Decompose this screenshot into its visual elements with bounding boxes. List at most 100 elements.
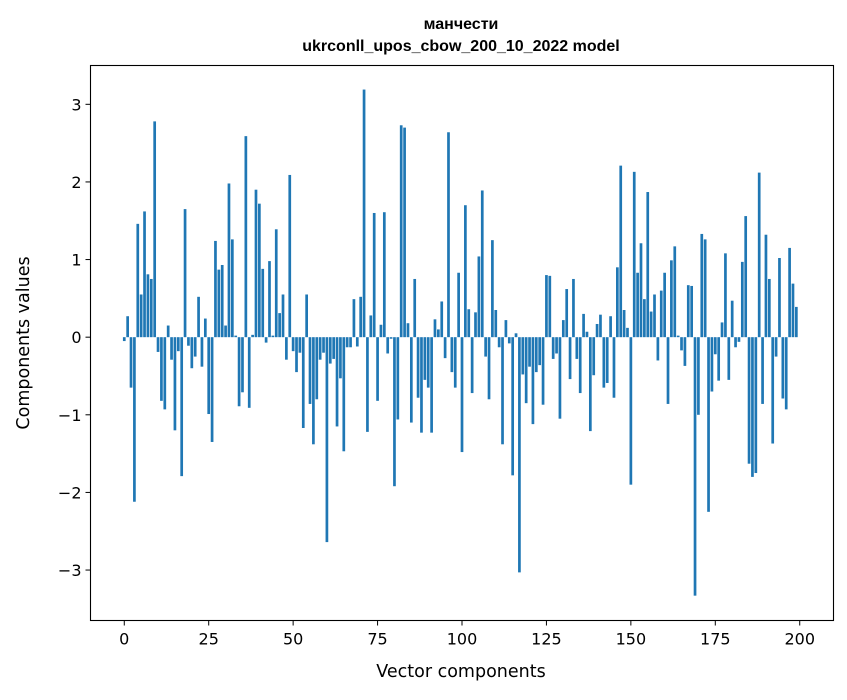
bar bbox=[355, 337, 359, 347]
bar bbox=[224, 325, 227, 338]
x-tick-label: 200 bbox=[784, 630, 815, 649]
bar bbox=[406, 323, 410, 338]
bar bbox=[453, 337, 457, 388]
bar bbox=[457, 272, 460, 338]
bar bbox=[416, 337, 420, 398]
bar bbox=[426, 337, 430, 388]
bar bbox=[193, 337, 197, 357]
bar bbox=[369, 315, 373, 338]
bar bbox=[200, 337, 204, 367]
bar bbox=[561, 320, 565, 338]
bar bbox=[686, 285, 690, 338]
bar bbox=[163, 337, 167, 410]
bar bbox=[156, 337, 160, 352]
bar bbox=[176, 337, 180, 352]
x-tick-label: 50 bbox=[283, 630, 303, 649]
bar bbox=[619, 165, 623, 338]
bar bbox=[734, 337, 737, 348]
x-tick-label: 150 bbox=[616, 630, 647, 649]
bar bbox=[389, 337, 393, 339]
bar bbox=[420, 337, 423, 433]
bar bbox=[207, 337, 211, 415]
bar bbox=[440, 301, 444, 338]
bar bbox=[751, 337, 754, 477]
bar bbox=[551, 337, 555, 359]
bar bbox=[727, 337, 731, 380]
bar bbox=[511, 337, 515, 476]
bar bbox=[335, 337, 339, 427]
bar bbox=[616, 267, 619, 338]
bar bbox=[379, 324, 383, 338]
y-axis-ticks: −3 −2 −1 0 1 2 3 bbox=[58, 95, 91, 580]
plot-frame bbox=[89, 64, 835, 622]
bar bbox=[325, 337, 329, 543]
bar bbox=[328, 337, 332, 364]
bar bbox=[342, 337, 346, 452]
bar bbox=[298, 337, 302, 353]
y-tick-label: 1 bbox=[71, 251, 81, 270]
bar bbox=[713, 337, 717, 355]
x-tick-label: 100 bbox=[447, 630, 478, 649]
y-axis-label: Components values bbox=[14, 256, 34, 429]
bar bbox=[663, 272, 666, 338]
bar bbox=[264, 337, 268, 343]
bar bbox=[761, 337, 764, 404]
bar bbox=[757, 172, 761, 338]
bar bbox=[443, 337, 447, 359]
bar bbox=[730, 300, 734, 338]
bar bbox=[430, 337, 433, 433]
bar bbox=[794, 306, 798, 338]
bar bbox=[305, 294, 308, 338]
bar bbox=[599, 314, 602, 338]
bar bbox=[653, 294, 656, 338]
x-tick-label: 175 bbox=[700, 630, 731, 649]
bar bbox=[690, 285, 694, 338]
bar bbox=[528, 337, 531, 367]
bar bbox=[376, 337, 379, 401]
bar bbox=[697, 337, 700, 415]
bar bbox=[474, 312, 477, 338]
bar bbox=[693, 337, 697, 596]
bar bbox=[268, 261, 271, 338]
bar bbox=[656, 337, 660, 361]
bar bbox=[278, 313, 281, 338]
bar bbox=[247, 337, 251, 408]
bar bbox=[244, 136, 248, 338]
bar bbox=[676, 335, 680, 338]
bar bbox=[170, 337, 173, 360]
bar bbox=[497, 337, 501, 348]
bar bbox=[288, 174, 292, 338]
bar bbox=[639, 243, 643, 338]
bar bbox=[514, 333, 518, 338]
bar bbox=[707, 337, 710, 512]
bar bbox=[646, 192, 650, 338]
bar bbox=[210, 337, 214, 442]
bar bbox=[680, 337, 683, 351]
bar bbox=[291, 337, 295, 352]
bar bbox=[433, 319, 437, 338]
bar bbox=[315, 337, 319, 400]
bar bbox=[133, 337, 136, 502]
bar bbox=[724, 253, 727, 338]
bar bbox=[352, 299, 356, 338]
bar bbox=[136, 223, 140, 338]
bar bbox=[447, 132, 450, 338]
bar bbox=[568, 337, 572, 380]
bar bbox=[227, 183, 231, 338]
bar bbox=[541, 337, 545, 405]
bar bbox=[122, 337, 126, 342]
bar bbox=[666, 337, 670, 404]
bar bbox=[582, 313, 585, 338]
bar bbox=[501, 337, 504, 445]
bar bbox=[386, 337, 390, 354]
bar bbox=[460, 337, 464, 453]
bar bbox=[139, 294, 143, 338]
y-tick-label: −3 bbox=[58, 561, 82, 580]
bar bbox=[778, 258, 781, 338]
bar bbox=[565, 289, 569, 338]
bar bbox=[595, 323, 599, 338]
bar bbox=[220, 264, 224, 338]
bar bbox=[261, 268, 265, 338]
bar bbox=[464, 205, 467, 338]
